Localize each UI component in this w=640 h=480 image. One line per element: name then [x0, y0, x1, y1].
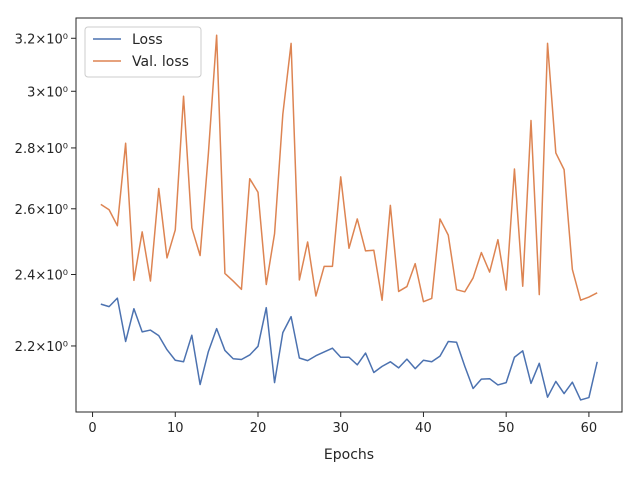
x-tick-label: 30	[332, 421, 349, 436]
x-axis-label: Epochs	[324, 447, 374, 463]
x-tick-label: 10	[167, 421, 184, 436]
plot-area	[100, 34, 598, 401]
y-tick-label: 3×10⁰	[27, 85, 68, 100]
x-tick-label: 60	[581, 421, 598, 436]
y-tick-label: 2.4×10⁰	[15, 269, 68, 284]
y-tick-label: 2.2×10⁰	[15, 340, 68, 355]
series-line-loss	[100, 297, 598, 401]
x-tick-label: 0	[88, 421, 96, 436]
x-axis: 0 10 20 30 40 50 60	[88, 412, 597, 436]
y-tick-label: 3.2×10⁰	[15, 32, 68, 47]
series-line-val-loss	[100, 34, 598, 303]
y-tick-label: 2.6×10⁰	[15, 203, 68, 218]
legend: Loss Val. loss	[84, 26, 202, 78]
y-axis: 2.2×10⁰ 2.4×10⁰ 2.6×10⁰ 2.8×10⁰ 3×10⁰ 3.2×10⁰	[15, 32, 76, 355]
legend-label: Val. loss	[132, 54, 189, 70]
x-tick-label: 50	[498, 421, 515, 436]
x-tick-label: 20	[250, 421, 267, 436]
legend-label: Loss	[132, 32, 163, 48]
x-tick-label: 40	[415, 421, 432, 436]
y-tick-label: 2.8×10⁰	[15, 142, 68, 157]
plot-frame	[75, 17, 623, 413]
